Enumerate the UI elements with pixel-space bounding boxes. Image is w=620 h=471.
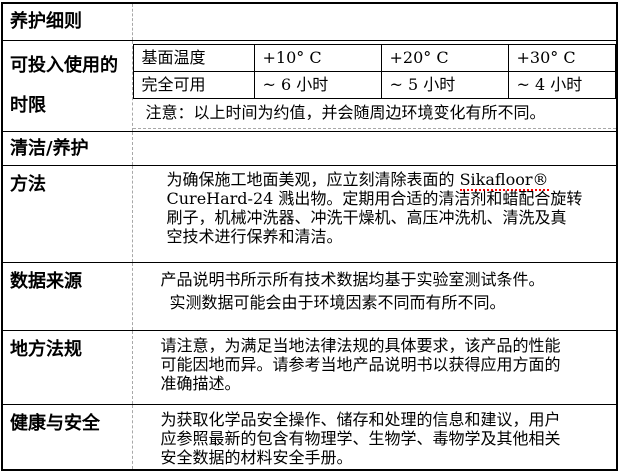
health-safety-line-2: 应参照最新的包含有物理学、生物学、毒物学及其他相关 (160, 429, 561, 448)
data-basis-line-1: 产品说明书所示所有技术数据均基于实验室测试条件。 (160, 270, 545, 289)
row-waiting-time: 可投入使用的时限 基面温度 +10° C +20° C +30° C (2, 40, 617, 132)
health-safety-content: 为获取化学品安全操作、储存和处理的信息和建议，用户 应参照最新的包含有物理学、生… (132, 404, 617, 470)
row-curing-details: 养护细则 (2, 3, 617, 41)
method-line-2: CureHard-24 溅出物。定期用合适的清洁剂和蜡配合旋转 (166, 189, 583, 208)
data-basis-line-2: 实测数据可能会由于环境因素不同而有所不同。 (169, 293, 506, 312)
cleaning-empty-cell (132, 131, 617, 166)
substrate-temperature-label: 基面温度 (132, 44, 255, 72)
row-cleaning-header: 清洁/养护 (2, 131, 617, 166)
section-label-method: 方法 (2, 165, 133, 263)
local-restrictions-line-1: 请注意，为满足当地法律法规的具体要求，该产品的性能 (160, 336, 561, 355)
section-label-local-restrictions: 地方法规 (2, 330, 133, 405)
method-line-4: 空技术进行保养和清洁。 (166, 227, 343, 246)
temp-cell-30c: +30° C (507, 44, 616, 72)
local-restrictions-content: 请注意，为满足当地法律法规的具体要求，该产品的性能 可能因地而异。请参考当地产品… (132, 330, 617, 405)
section-label-curing-details: 养护细则 (2, 3, 133, 41)
duration-cell-30c: ~ 4 小时 (507, 71, 616, 99)
curing-details-empty-cell (132, 3, 617, 41)
brand-name-sikafloor: Sikafloor® (459, 170, 549, 191)
duration-cell-20c: ~ 5 小时 (380, 71, 509, 99)
data-basis-content: 产品说明书所示所有技术数据均基于实验室测试条件。 实测数据可能会由于环境因素不同… (132, 262, 617, 331)
waiting-time-note: 注意：以上时间为约值，并会随周边环境变化有所不同。 (132, 99, 616, 129)
health-safety-line-3: 安全数据的材料安全手册。 (160, 448, 353, 467)
method-content: 为确保施工地面美观，应立刻清除表面的 Sikafloor® CureHard-2… (132, 165, 617, 263)
method-line-3: 刷子，机械冲洗器、冲洗干燥机、高压冲洗机、清洗及真 (166, 208, 567, 227)
row-data-basis: 数据来源 产品说明书所示所有技术数据均基于实验室测试条件。 实测数据可能会由于环… (2, 262, 617, 331)
section-label-data-basis: 数据来源 (2, 262, 133, 331)
section-label-waiting-time: 可投入使用的时限 (2, 40, 133, 132)
temperature-header-row: 基面温度 +10° C +20° C +30° C (132, 44, 616, 72)
temp-cell-20c: +20° C (380, 44, 509, 72)
row-local-restrictions: 地方法规 请注意，为满足当地法律法规的具体要求，该产品的性能 可能因地而异。请参… (2, 330, 617, 405)
row-method: 方法 为确保施工地面美观，应立刻清除表面的 Sikafloor® CureHar… (2, 165, 617, 263)
section-label-health-safety: 健康与安全 (2, 404, 133, 470)
temp-cell-10c: +10° C (253, 44, 382, 72)
health-safety-line-1: 为获取化学品安全操作、储存和处理的信息和建议，用户 (160, 410, 561, 429)
local-restrictions-line-3: 准确描述。 (160, 374, 241, 393)
fully-usable-label: 完全可用 (132, 71, 255, 99)
fully-usable-row: 完全可用 ~ 6 小时 ~ 5 小时 ~ 4 小时 (132, 71, 616, 99)
duration-cell-10c: ~ 6 小时 (253, 71, 382, 99)
temperature-table: 基面温度 +10° C +20° C +30° C 完全可用 ~ 6 小时 ~ … (132, 44, 617, 99)
waiting-time-content: 基面温度 +10° C +20° C +30° C 完全可用 ~ 6 小时 ~ … (132, 40, 617, 132)
method-line-1-text: 为确保施工地面美观，应立刻清除表面的 (166, 170, 460, 189)
method-line-1: 为确保施工地面美观，应立刻清除表面的 Sikafloor® (166, 170, 609, 191)
row-health-safety: 健康与安全 为获取化学品安全操作、储存和处理的信息和建议，用户 应参照最新的包含… (2, 404, 617, 470)
local-restrictions-line-2: 可能因地而异。请参考当地产品说明书以获得应用方面的 (160, 355, 561, 374)
section-label-cleaning: 清洁/养护 (2, 131, 133, 166)
